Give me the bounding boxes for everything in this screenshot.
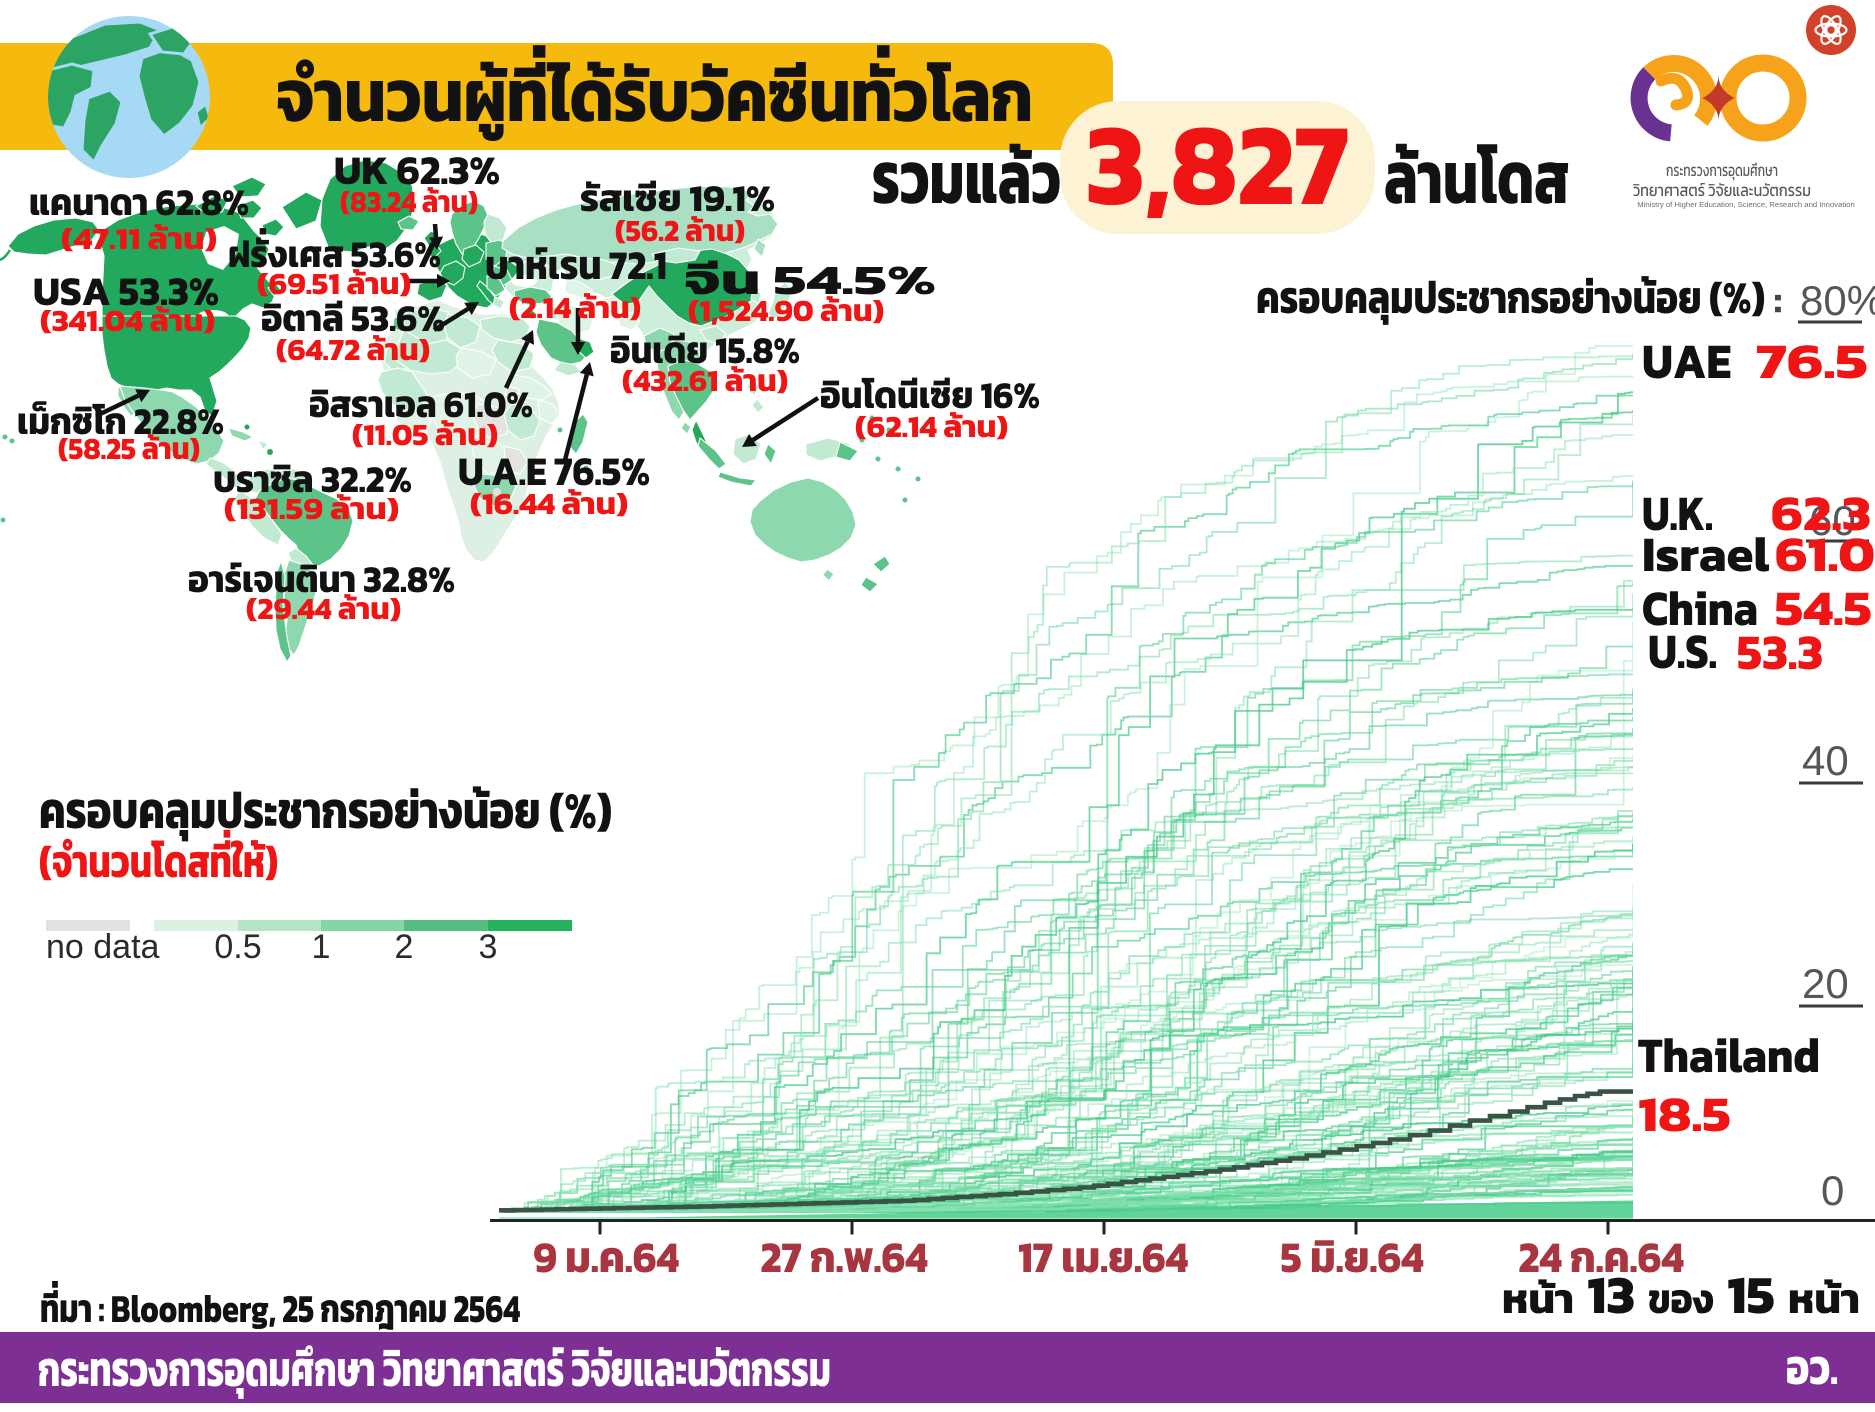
svg-text:0.5: 0.5 <box>214 928 261 966</box>
svg-text:0: 0 <box>1821 1167 1844 1214</box>
svg-text:2: 2 <box>395 928 414 966</box>
svg-text:3: 3 <box>479 928 498 966</box>
svg-text:1: 1 <box>312 928 331 966</box>
svg-text:no data: no data <box>46 928 160 966</box>
svg-text:20: 20 <box>1802 960 1849 1007</box>
svg-text:Ministry of Higher Education,: Ministry of Higher Education, Science, R… <box>1637 200 1855 209</box>
svg-text:80%: 80% <box>1800 277 1875 324</box>
svg-text:40: 40 <box>1802 737 1849 784</box>
